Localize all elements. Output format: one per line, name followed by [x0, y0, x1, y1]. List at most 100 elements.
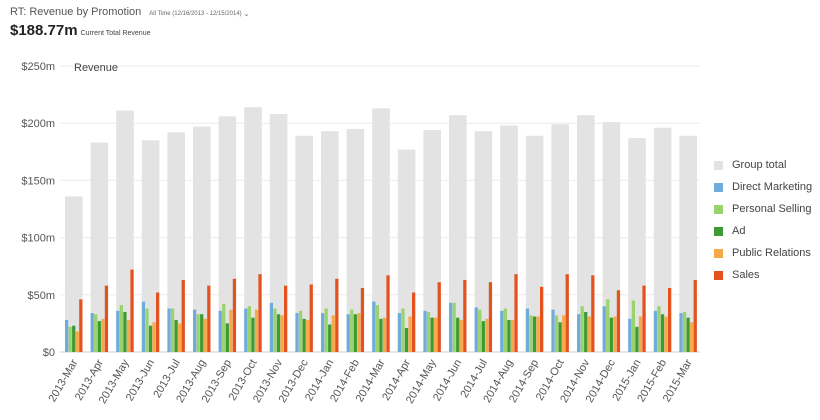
- bar-ad: [225, 323, 229, 352]
- bar-direct-marketing: [65, 319, 69, 352]
- bar-personal-selling: [145, 308, 149, 352]
- bar-group-total: [577, 115, 595, 352]
- bar-group-total: [372, 108, 390, 352]
- bar-ad: [200, 314, 204, 352]
- legend-item-ad[interactable]: Ad: [714, 220, 818, 242]
- bar-ad: [635, 326, 639, 352]
- bar-public-relations: [254, 309, 259, 352]
- bar-public-relations: [562, 315, 566, 352]
- bar-public-relations: [101, 318, 105, 352]
- bar-direct-marketing: [244, 308, 248, 352]
- bar-ad: [97, 321, 101, 352]
- bar-sales: [463, 279, 467, 352]
- chart-title: Revenue: [74, 62, 118, 74]
- total-summary: $188.77m Current Total Revenue: [10, 22, 810, 39]
- bar-public-relations: [459, 319, 463, 352]
- legend-item-public-relations[interactable]: Public Relations: [714, 242, 818, 264]
- bar-public-relations: [331, 315, 335, 352]
- bar-sales: [258, 274, 262, 352]
- bar-direct-marketing: [295, 313, 299, 352]
- bar-public-relations: [587, 316, 591, 352]
- bar-personal-selling: [94, 314, 98, 352]
- total-revenue-label: Current Total Revenue: [80, 30, 151, 37]
- bar-sales: [693, 279, 697, 352]
- y-tick-label: $150m: [21, 175, 55, 187]
- bar-personal-selling: [606, 299, 610, 352]
- bar-group-total: [269, 114, 288, 352]
- legend-swatch: [714, 160, 723, 170]
- bar-sales: [207, 285, 211, 352]
- y-tick-label: $200m: [21, 118, 55, 130]
- date-range-dropdown[interactable]: All Time (12/16/2013 - 12/15/2014) ⌄: [149, 10, 249, 18]
- bar-personal-selling: [529, 315, 533, 352]
- bar-sales: [181, 279, 185, 352]
- bar-group-total: [65, 196, 83, 352]
- bar-group-total: [244, 107, 262, 353]
- bar-public-relations: [664, 316, 668, 352]
- y-tick-label: $250m: [21, 61, 55, 73]
- bar-sales: [284, 285, 288, 352]
- legend-swatch: [714, 226, 723, 236]
- legend-item-group-total[interactable]: Group total: [714, 154, 818, 176]
- bar-sales: [591, 275, 595, 352]
- bar-direct-marketing: [653, 310, 658, 352]
- bar-group-total: [474, 131, 493, 352]
- bar-ad: [507, 319, 511, 352]
- bar-direct-marketing: [474, 307, 478, 352]
- bar-sales: [309, 284, 313, 352]
- y-tick-label: $50m: [27, 290, 55, 302]
- legend-label: Public Relations: [732, 247, 811, 259]
- legend-item-personal-selling[interactable]: Personal Selling: [714, 198, 818, 220]
- bar-direct-marketing: [346, 314, 350, 352]
- bar-group-total: [525, 135, 544, 352]
- bar-sales: [642, 285, 646, 352]
- bar-personal-selling: [375, 305, 379, 352]
- bar-sales: [565, 274, 569, 352]
- chevron-down-icon: ⌄: [243, 11, 250, 18]
- bar-ad: [430, 317, 434, 352]
- legend-item-direct-marketing[interactable]: Direct Marketing: [714, 176, 818, 198]
- bar-public-relations: [178, 323, 182, 352]
- bar-personal-selling: [298, 310, 303, 352]
- legend-item-sales[interactable]: Sales: [714, 264, 818, 286]
- y-tick-label: $100m: [21, 233, 55, 245]
- bar-group-total: [167, 132, 185, 352]
- bar-personal-selling: [478, 309, 482, 352]
- bar-group-total: [295, 135, 313, 352]
- legend-swatch: [714, 248, 723, 258]
- bar-sales: [514, 274, 518, 352]
- bar-ad: [123, 311, 127, 352]
- bar-direct-marketing: [551, 309, 555, 352]
- bar-group-total: [628, 138, 646, 352]
- bar-sales: [156, 292, 160, 352]
- bar-ad: [276, 314, 281, 352]
- legend-label: Personal Selling: [732, 203, 812, 215]
- bar-direct-marketing: [397, 313, 402, 352]
- bar-ad: [404, 327, 409, 352]
- bar-group-total: [602, 122, 621, 352]
- bar-sales: [104, 285, 109, 352]
- bar-ad: [379, 318, 383, 352]
- bar-ad: [456, 317, 460, 352]
- bar-sales: [540, 286, 544, 352]
- bar-ad: [72, 325, 76, 352]
- bar-public-relations: [638, 316, 643, 352]
- bar-ad: [328, 324, 332, 352]
- y-tick-label: $0: [43, 347, 55, 359]
- bar-personal-selling: [657, 306, 661, 352]
- bar-sales: [616, 290, 621, 352]
- bar-group-total: [193, 126, 211, 353]
- bar-sales: [412, 292, 416, 352]
- bar-personal-selling: [554, 315, 559, 352]
- bar-sales: [360, 287, 365, 352]
- bar-group-total: [116, 110, 134, 352]
- bar-direct-marketing: [525, 308, 530, 352]
- bar-sales: [335, 278, 339, 352]
- bar-direct-marketing: [449, 302, 453, 352]
- legend-label: Direct Marketing: [732, 181, 813, 193]
- report-title: RT: Revenue by Promotion: [10, 6, 142, 18]
- legend-label: Ad: [732, 225, 746, 237]
- bar-public-relations: [408, 316, 412, 352]
- legend-swatch: [714, 270, 723, 280]
